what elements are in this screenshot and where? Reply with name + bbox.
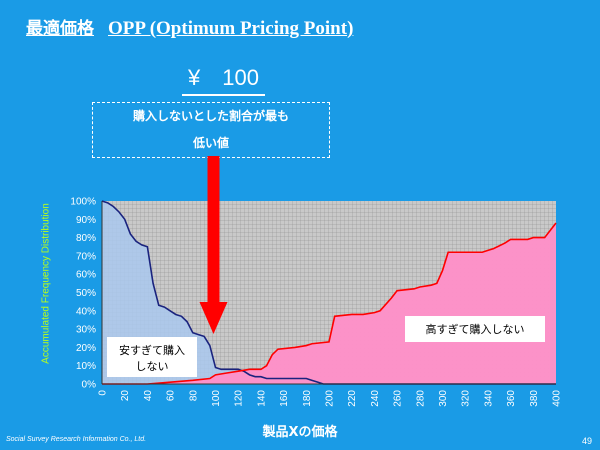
title-ja: 最適価格 bbox=[26, 19, 94, 39]
x-tick-label: 80 bbox=[188, 390, 199, 402]
callout-line-1: 購入しないとした割合が最も bbox=[132, 109, 289, 123]
y-tick-label: 10% bbox=[76, 361, 96, 372]
x-tick-label: 280 bbox=[415, 390, 426, 407]
x-tick-label: 220 bbox=[347, 390, 358, 407]
callout-line-2: 低い値 bbox=[192, 136, 229, 150]
x-tick-label: 320 bbox=[461, 390, 472, 407]
x-tick-label: 160 bbox=[279, 390, 290, 407]
x-tick-label: 140 bbox=[256, 390, 267, 407]
y-tick-label: 30% bbox=[76, 325, 96, 336]
series-line-1 bbox=[102, 222, 557, 385]
x-tick-label: 60 bbox=[166, 390, 177, 402]
x-tick-label: 20 bbox=[120, 390, 131, 402]
page-number: 49 bbox=[581, 436, 592, 446]
footer-credit: Social Survey Research Information Co., … bbox=[6, 436, 147, 443]
y-tick-label: 100% bbox=[70, 197, 96, 208]
plot-area: 0% 10% 20% 30% 40% 50% 60% 70% 80% 90% 100% 0 20 40 60… bbox=[70, 156, 563, 407]
series-line-0 bbox=[101, 200, 556, 385]
x-tick-label: 400 bbox=[552, 390, 563, 407]
x-tick-label: 120 bbox=[234, 390, 245, 407]
y-tick-label: 40% bbox=[76, 306, 96, 317]
x-axis-label: 製品Xの価格 bbox=[262, 425, 338, 440]
annotation-box-low bbox=[107, 337, 197, 377]
y-tick-label: 60% bbox=[76, 270, 96, 281]
y-tick-label: 50% bbox=[76, 288, 96, 299]
y-tick-label: 0% bbox=[82, 380, 97, 391]
slide-title: 最適価格 OPP (Optimum Pricing Point) bbox=[26, 14, 353, 40]
arrow-head bbox=[199, 302, 228, 334]
x-tick-label: 260 bbox=[393, 390, 404, 407]
x-tick-label: 0 bbox=[98, 390, 109, 396]
y-tick-label: 80% bbox=[76, 233, 96, 244]
annotation-text-low: しない bbox=[136, 360, 169, 373]
x-tick-label: 100 bbox=[211, 390, 222, 407]
x-tick-label: 300 bbox=[438, 390, 449, 407]
x-tick-label: 380 bbox=[529, 390, 540, 407]
y-tick-label: 20% bbox=[76, 343, 96, 354]
title-en: OPP (Optimum Pricing Point) bbox=[108, 18, 354, 39]
arrow-shaft bbox=[207, 156, 220, 302]
annotation-text-low: 安すぎて購入 bbox=[119, 343, 185, 357]
optimum-price: ¥ 100 bbox=[182, 60, 265, 96]
series-fill-1 bbox=[102, 222, 556, 384]
x-tick-label: 40 bbox=[143, 390, 154, 402]
x-tick-label: 200 bbox=[325, 390, 336, 407]
x-tick-label: 360 bbox=[506, 390, 517, 407]
x-tick-label: 240 bbox=[370, 390, 381, 407]
y-tick-label: 70% bbox=[76, 251, 96, 262]
annotation-box-high bbox=[405, 316, 545, 342]
annotation-text-high: 高すぎて購入しない bbox=[426, 322, 525, 336]
y-tick-label: 90% bbox=[76, 215, 96, 226]
x-tick-label: 340 bbox=[483, 390, 494, 407]
x-tick-label: 180 bbox=[302, 390, 313, 407]
